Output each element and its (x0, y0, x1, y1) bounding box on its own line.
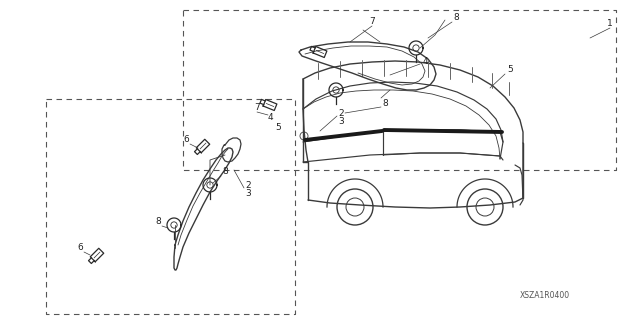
Text: 6: 6 (77, 243, 83, 253)
Text: 2: 2 (245, 181, 251, 189)
Text: 6: 6 (183, 136, 189, 145)
Text: 3: 3 (245, 189, 251, 197)
Text: 8: 8 (382, 99, 388, 108)
Text: 5: 5 (507, 65, 513, 75)
Text: 8: 8 (155, 218, 161, 226)
Text: 4: 4 (422, 56, 428, 65)
Text: 8: 8 (453, 13, 459, 23)
Text: 3: 3 (338, 116, 344, 125)
Text: 8: 8 (222, 167, 228, 176)
Text: 7: 7 (254, 103, 260, 113)
Text: XSZA1R0400: XSZA1R0400 (520, 291, 570, 300)
Text: 2: 2 (338, 108, 344, 117)
Text: 5: 5 (275, 123, 281, 132)
Text: 1: 1 (607, 19, 613, 27)
Text: 4: 4 (267, 114, 273, 122)
Text: 7: 7 (369, 18, 375, 26)
